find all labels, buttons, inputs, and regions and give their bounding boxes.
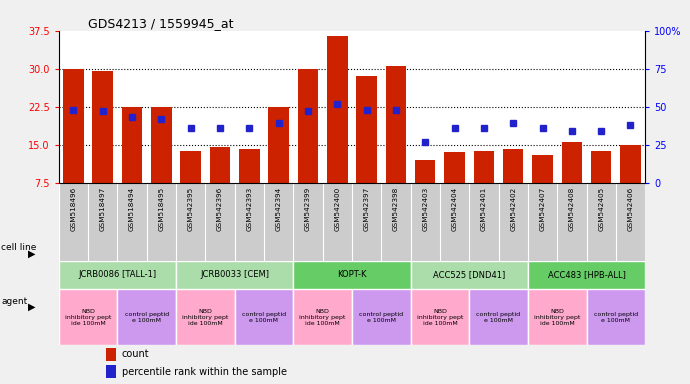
- Bar: [503, 149, 524, 183]
- Text: JCRB0033 [CEM]: JCRB0033 [CEM]: [200, 270, 269, 280]
- Bar: [106, 365, 116, 378]
- Text: GSM542405: GSM542405: [598, 187, 604, 231]
- Text: count: count: [122, 349, 150, 359]
- Text: cell line: cell line: [1, 243, 37, 252]
- Text: percentile rank within the sample: percentile rank within the sample: [122, 367, 287, 377]
- Text: ACC525 [DND41]: ACC525 [DND41]: [433, 270, 505, 280]
- Text: control peptid
e 100mM: control peptid e 100mM: [594, 312, 638, 323]
- Text: JCRB0086 [TALL-1]: JCRB0086 [TALL-1]: [78, 270, 157, 280]
- Bar: [415, 160, 435, 183]
- Text: control peptid
e 100mM: control peptid e 100mM: [359, 312, 403, 323]
- Bar: [352, 289, 411, 346]
- Bar: [59, 289, 117, 346]
- Text: GSM542399: GSM542399: [305, 187, 311, 231]
- Text: NBD
inhibitory pept
ide 100mM: NBD inhibitory pept ide 100mM: [299, 309, 346, 326]
- Bar: [297, 69, 318, 183]
- Text: GSM542407: GSM542407: [540, 187, 546, 231]
- Text: GSM542402: GSM542402: [510, 187, 516, 231]
- Bar: [356, 76, 377, 183]
- Text: GSM542398: GSM542398: [393, 187, 399, 231]
- Bar: [562, 142, 582, 183]
- Bar: [121, 107, 142, 183]
- Bar: [528, 261, 645, 289]
- Bar: [528, 289, 586, 346]
- Text: agent: agent: [1, 297, 28, 306]
- Bar: [268, 107, 289, 183]
- Text: control peptid
e 100mM: control peptid e 100mM: [242, 312, 286, 323]
- Bar: [586, 289, 645, 346]
- Text: GSM542397: GSM542397: [364, 187, 370, 231]
- Text: GSM542404: GSM542404: [451, 187, 457, 231]
- Bar: [473, 151, 494, 183]
- Text: GSM518496: GSM518496: [70, 187, 77, 231]
- Bar: [117, 289, 176, 346]
- Text: GSM542396: GSM542396: [217, 187, 223, 231]
- Text: ACC483 [HPB-ALL]: ACC483 [HPB-ALL]: [548, 270, 625, 280]
- Bar: [411, 289, 469, 346]
- Text: GSM542394: GSM542394: [275, 187, 282, 231]
- Bar: [411, 261, 528, 289]
- Text: GSM542408: GSM542408: [569, 187, 575, 231]
- Bar: [180, 151, 201, 183]
- Bar: [176, 289, 235, 346]
- Bar: [239, 149, 259, 183]
- Text: GSM542393: GSM542393: [246, 187, 253, 231]
- Text: GSM542400: GSM542400: [334, 187, 340, 231]
- Text: GSM518497: GSM518497: [99, 187, 106, 231]
- Text: control peptid
e 100mM: control peptid e 100mM: [125, 312, 168, 323]
- Bar: [293, 261, 411, 289]
- Text: GSM542395: GSM542395: [188, 187, 194, 231]
- Text: GDS4213 / 1559945_at: GDS4213 / 1559945_at: [88, 17, 233, 30]
- Bar: [386, 66, 406, 183]
- Bar: [59, 261, 176, 289]
- Text: NBD
inhibitory pept
ide 100mM: NBD inhibitory pept ide 100mM: [417, 309, 463, 326]
- Bar: [532, 155, 553, 183]
- Bar: [444, 152, 465, 183]
- Text: NBD
inhibitory pept
ide 100mM: NBD inhibitory pept ide 100mM: [534, 309, 580, 326]
- Bar: [469, 289, 528, 346]
- Bar: [106, 348, 116, 361]
- Bar: [176, 261, 293, 289]
- Bar: [151, 107, 172, 183]
- Bar: [210, 147, 230, 183]
- Bar: [591, 151, 611, 183]
- Text: GSM518494: GSM518494: [129, 187, 135, 231]
- Text: NBD
inhibitory pept
ide 100mM: NBD inhibitory pept ide 100mM: [65, 309, 111, 326]
- Text: GSM542406: GSM542406: [627, 187, 633, 231]
- Bar: [620, 145, 641, 183]
- Bar: [92, 71, 113, 183]
- Text: GSM542403: GSM542403: [422, 187, 428, 231]
- Text: GSM518495: GSM518495: [158, 187, 164, 231]
- Text: ▶: ▶: [28, 248, 35, 258]
- Bar: [235, 289, 293, 346]
- Bar: [293, 289, 352, 346]
- Text: GSM542401: GSM542401: [481, 187, 487, 231]
- Text: NBD
inhibitory pept
ide 100mM: NBD inhibitory pept ide 100mM: [182, 309, 228, 326]
- Text: control peptid
e 100mM: control peptid e 100mM: [477, 312, 520, 323]
- Text: KOPT-K: KOPT-K: [337, 270, 366, 280]
- Text: ▶: ▶: [28, 302, 35, 312]
- Bar: [63, 69, 83, 183]
- Bar: [327, 36, 348, 183]
